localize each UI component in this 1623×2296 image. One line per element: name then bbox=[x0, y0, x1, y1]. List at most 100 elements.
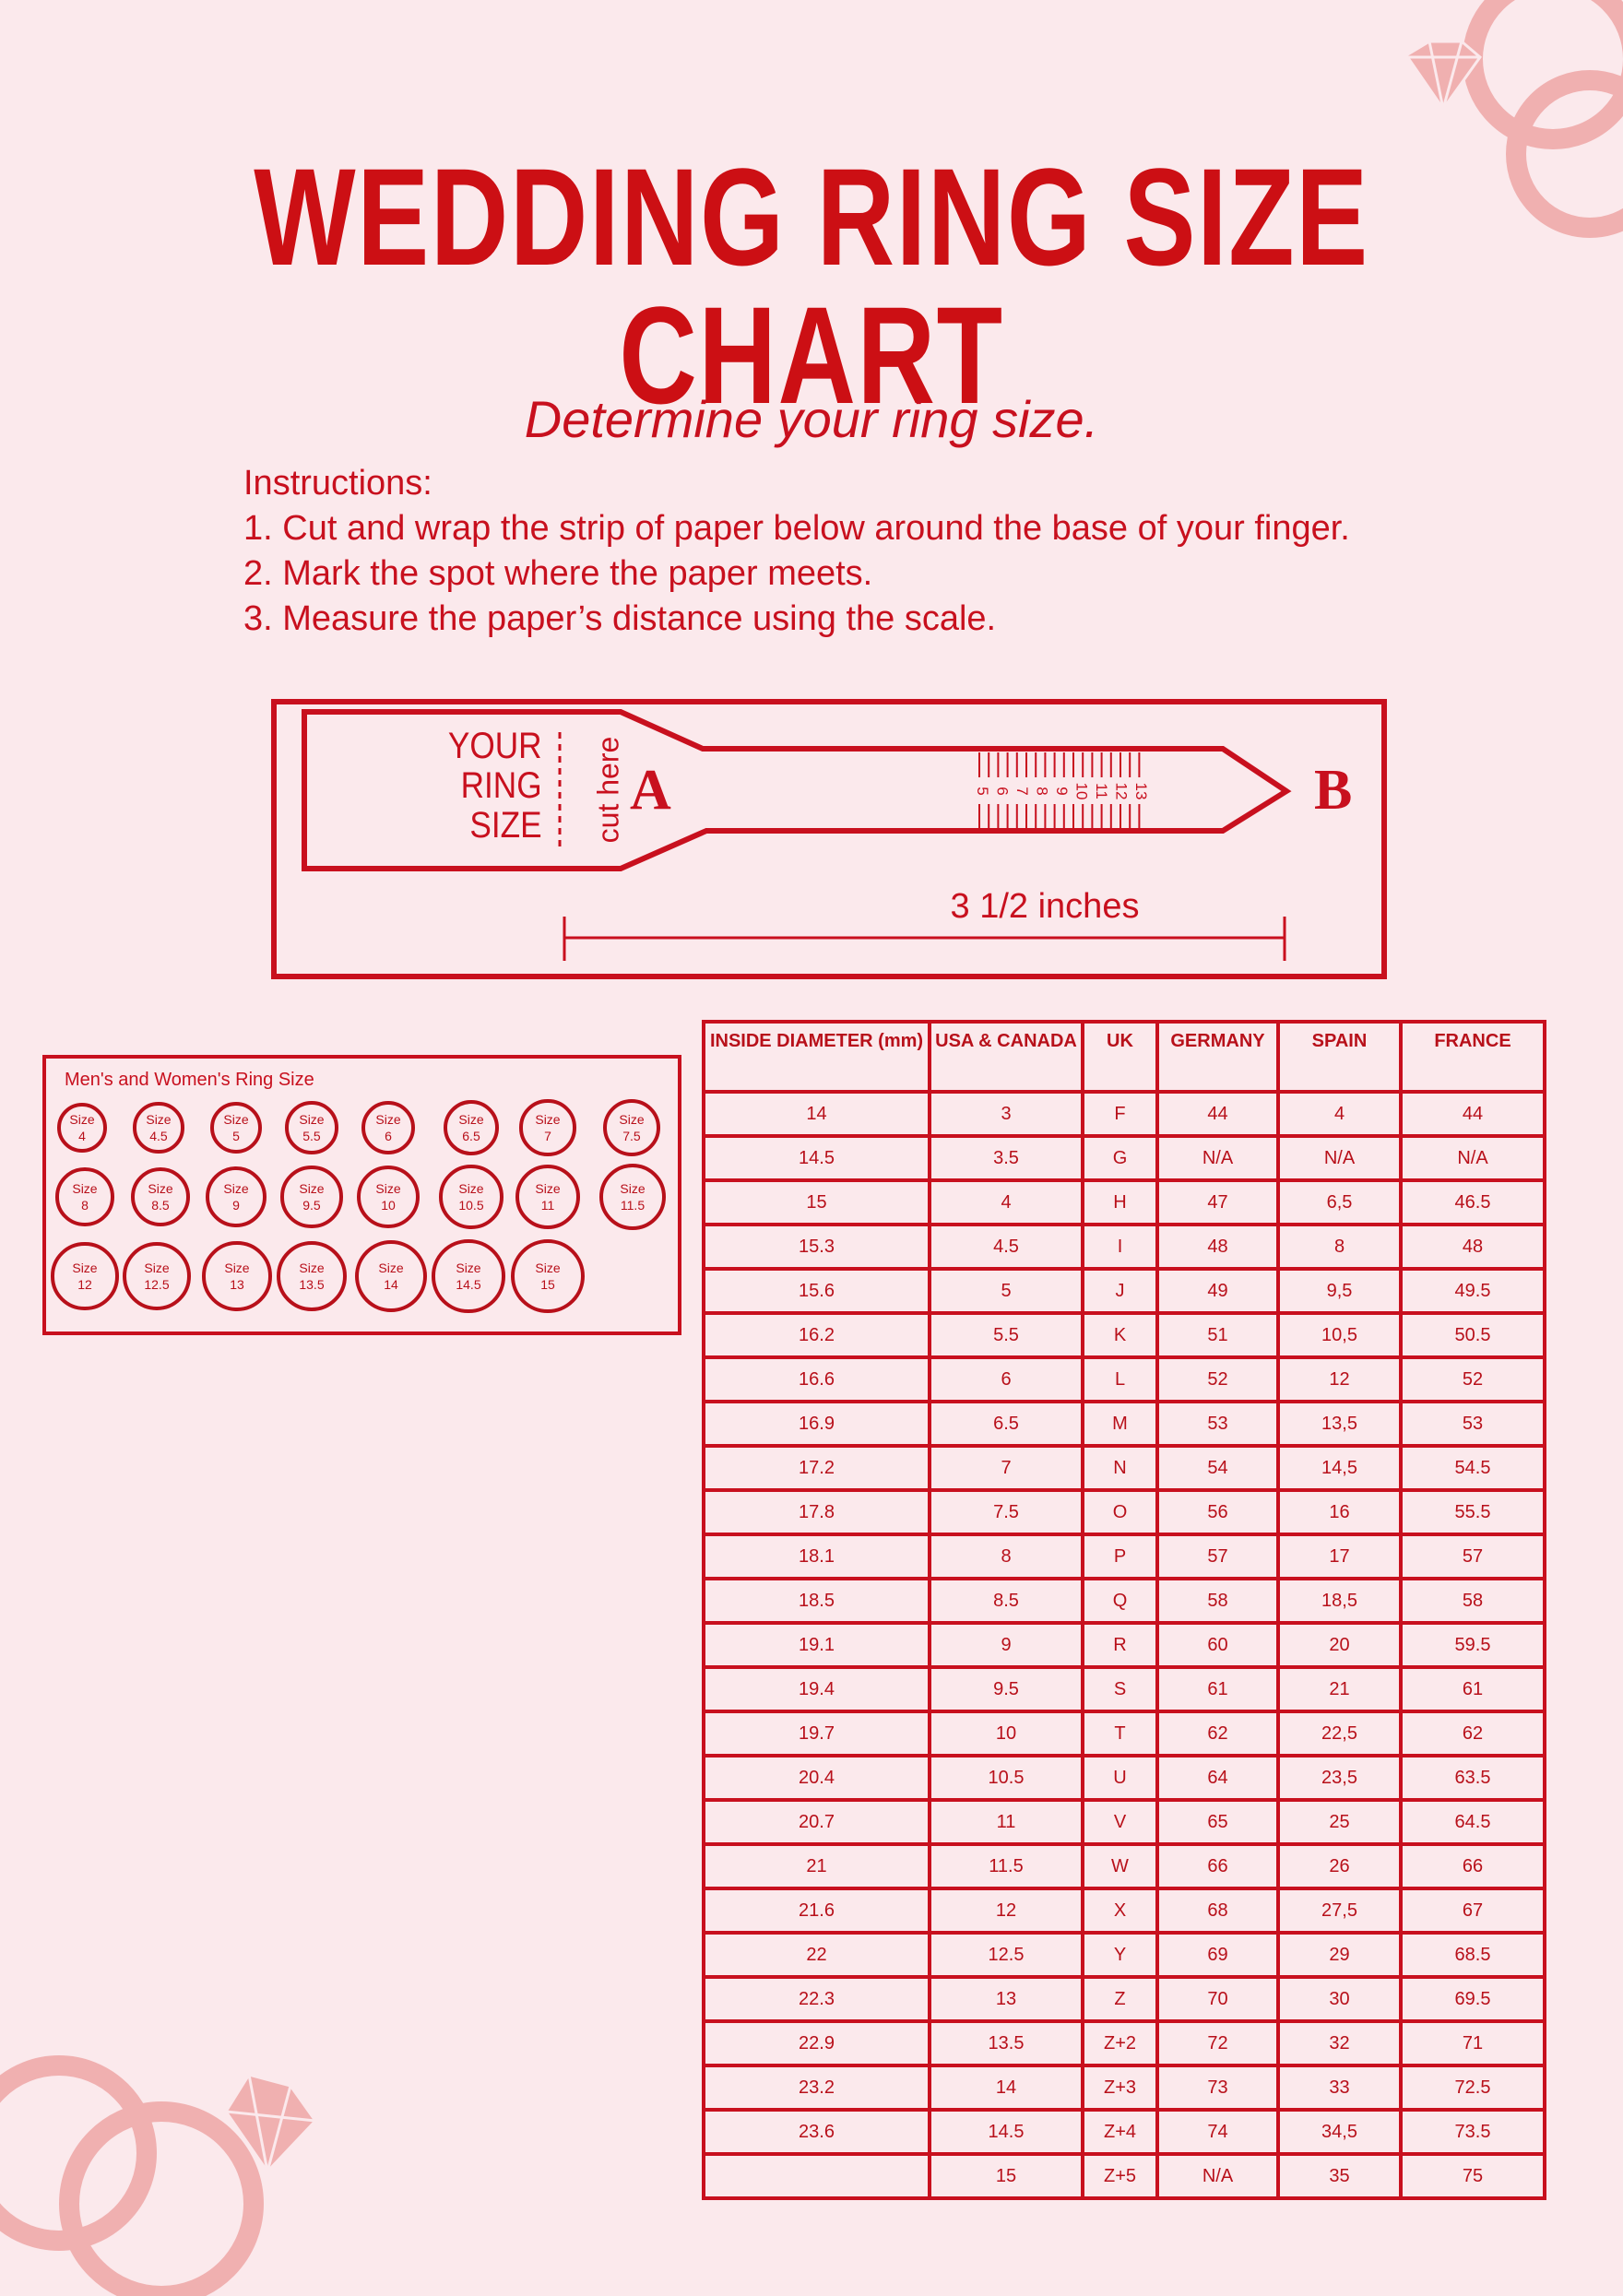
table-cell: 55.5 bbox=[1399, 1488, 1546, 1536]
table-row: 15 Z+5 N/A 35 75 bbox=[702, 2152, 1546, 2200]
table-cell: 6,5 bbox=[1276, 1178, 1403, 1226]
table-cell: 17 bbox=[1276, 1533, 1403, 1580]
table-cell: 4 bbox=[928, 1178, 1084, 1226]
column-header: FRANCE bbox=[1399, 1020, 1546, 1094]
ring-size-circle: Size 9 bbox=[206, 1166, 267, 1227]
size-prefix: Size bbox=[458, 1180, 484, 1196]
size-value: 9.5 bbox=[302, 1197, 321, 1213]
table-row: 15 4 H 47 6,5 46.5 bbox=[702, 1178, 1546, 1226]
size-value: 9 bbox=[232, 1198, 240, 1213]
table-cell: 25 bbox=[1276, 1798, 1403, 1846]
ring-size-circle: Size 12 bbox=[51, 1242, 119, 1310]
ring-size-circle: Size 4 bbox=[57, 1103, 107, 1153]
size-prefix: Size bbox=[375, 1111, 401, 1127]
table-row: 17.2 7 N 54 14,5 54.5 bbox=[702, 1444, 1546, 1492]
ring-size-panel-title: Men's and Women's Ring Size bbox=[65, 1070, 314, 1090]
column-header: GERMANY bbox=[1155, 1020, 1280, 1094]
table-row: 19.4 9.5 S 61 21 61 bbox=[702, 1665, 1546, 1713]
table-cell: N/A bbox=[1155, 1134, 1280, 1182]
table-cell: 74 bbox=[1155, 2108, 1280, 2156]
table-cell: 12 bbox=[1276, 1355, 1403, 1403]
table-cell: 17.8 bbox=[702, 1488, 931, 1536]
ring-size-circle: Size 13 bbox=[202, 1241, 272, 1311]
table-cell: 15 bbox=[702, 1178, 931, 1226]
table-cell: 54 bbox=[1155, 1444, 1280, 1492]
size-prefix: Size bbox=[458, 1112, 484, 1127]
table-cell: 13.5 bbox=[928, 2019, 1084, 2067]
table-cell: 52 bbox=[1399, 1355, 1546, 1403]
ring-sizer-strip bbox=[302, 709, 1292, 871]
table-cell: 21 bbox=[702, 1842, 931, 1890]
instructions-heading: Instructions: bbox=[243, 464, 432, 503]
table-cell: 4.5 bbox=[928, 1223, 1084, 1271]
table-cell: 59.5 bbox=[1399, 1621, 1546, 1669]
length-label: 3 1/2 inches bbox=[950, 887, 1140, 926]
cut-here-label: cut here bbox=[591, 736, 625, 844]
ring-size-circle: Size 6.5 bbox=[444, 1100, 499, 1155]
table-cell: 14.5 bbox=[702, 1134, 931, 1182]
table-cell: 11.5 bbox=[928, 1842, 1084, 1890]
point-a-label: A bbox=[630, 759, 671, 822]
table-row: 22.3 13 Z 70 30 69.5 bbox=[702, 1975, 1546, 2023]
table-cell: 61 bbox=[1155, 1665, 1280, 1713]
size-value: 4.5 bbox=[149, 1128, 168, 1143]
table-cell: 13 bbox=[928, 1975, 1084, 2023]
table-header-row: INSIDE DIAMETER (mm) USA & CANADA UK GERMAN… bbox=[702, 1020, 1546, 1094]
table-row: 21 11.5 W 66 26 66 bbox=[702, 1842, 1546, 1890]
column-header: INSIDE DIAMETER (mm) bbox=[702, 1020, 931, 1094]
ring-size-circles-panel bbox=[42, 1055, 681, 1335]
table-cell: Z+4 bbox=[1081, 2108, 1159, 2156]
table-cell: 51 bbox=[1155, 1311, 1280, 1359]
table-cell: Z+2 bbox=[1081, 2019, 1159, 2067]
table-cell: 19.1 bbox=[702, 1621, 931, 1669]
table-cell: 30 bbox=[1276, 1975, 1403, 2023]
table-cell: Z+5 bbox=[1081, 2152, 1159, 2200]
your-ring-size-label: YOUR RING SIZE bbox=[448, 727, 542, 846]
size-prefix: Size bbox=[224, 1260, 250, 1275]
table-cell: 10,5 bbox=[1276, 1311, 1403, 1359]
table-cell: 20.7 bbox=[702, 1798, 931, 1846]
table-cell: 6 bbox=[928, 1355, 1084, 1403]
table-row: 22.9 13.5 Z+2 72 32 71 bbox=[702, 2019, 1546, 2067]
table-cell: 19.7 bbox=[702, 1710, 931, 1758]
size-prefix: Size bbox=[535, 1111, 561, 1127]
table-cell: Z+3 bbox=[1081, 2064, 1159, 2112]
size-value: 11 bbox=[540, 1197, 555, 1213]
size-prefix: Size bbox=[148, 1180, 173, 1196]
table-cell: Q bbox=[1081, 1577, 1159, 1625]
size-value: 15 bbox=[540, 1276, 555, 1292]
table-cell: 12 bbox=[928, 1887, 1084, 1935]
table-cell: 15.3 bbox=[702, 1223, 931, 1271]
size-value: 8.5 bbox=[151, 1197, 170, 1213]
subtitle: Determine your ring size. bbox=[524, 390, 1099, 448]
table-cell: T bbox=[1081, 1710, 1159, 1758]
table-cell: V bbox=[1081, 1798, 1159, 1846]
table-cell: I bbox=[1081, 1223, 1159, 1271]
size-prefix: Size bbox=[299, 1260, 325, 1275]
table-cell: 71 bbox=[1399, 2019, 1546, 2067]
table-cell: 69 bbox=[1155, 1931, 1280, 1979]
table-cell: 66 bbox=[1399, 1842, 1546, 1890]
size-value: 6 bbox=[385, 1128, 392, 1143]
table-cell: 64.5 bbox=[1399, 1798, 1546, 1846]
table-cell: 70 bbox=[1155, 1975, 1280, 2023]
table-cell: 47 bbox=[1155, 1178, 1280, 1226]
table-cell: 32 bbox=[1276, 2019, 1403, 2067]
table-cell: 57 bbox=[1155, 1533, 1280, 1580]
size-value: 11.5 bbox=[620, 1198, 646, 1213]
table-cell: 17.2 bbox=[702, 1444, 931, 1492]
ring-size-circle: Size 14 bbox=[355, 1240, 427, 1312]
size-value: 10 bbox=[381, 1197, 396, 1213]
size-prefix: Size bbox=[299, 1111, 325, 1127]
scale-number: 13 bbox=[1132, 783, 1150, 800]
table-cell: 15 bbox=[928, 2152, 1084, 2200]
table-cell: N/A bbox=[1276, 1134, 1403, 1182]
table-cell: 58 bbox=[1155, 1577, 1280, 1625]
table-cell: 3.5 bbox=[928, 1134, 1084, 1182]
table-row: 22 12.5 Y 69 29 68.5 bbox=[702, 1931, 1546, 1979]
table-row: 17.8 7.5 O 56 16 55.5 bbox=[702, 1488, 1546, 1536]
table-cell: K bbox=[1081, 1311, 1159, 1359]
size-value: 7 bbox=[544, 1128, 551, 1143]
size-value: 4 bbox=[78, 1129, 86, 1143]
instructions: Instructions: 1. Cut and wrap the strip … bbox=[243, 461, 1350, 642]
